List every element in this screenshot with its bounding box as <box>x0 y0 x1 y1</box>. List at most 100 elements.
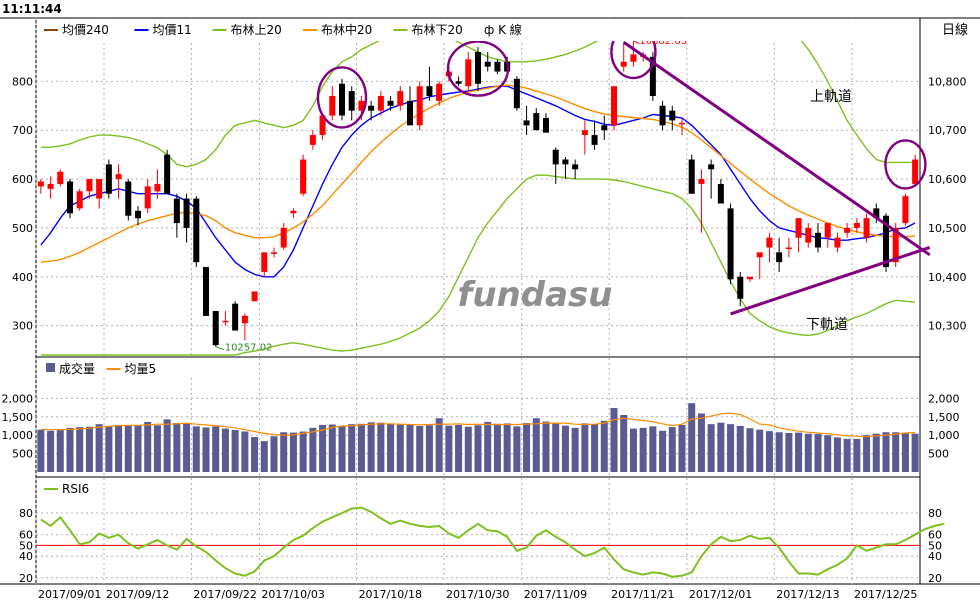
volume-bar <box>221 428 229 472</box>
volume-bar <box>756 429 764 472</box>
candle-body <box>659 105 666 126</box>
candle-body <box>290 210 297 214</box>
candle-body <box>484 61 491 67</box>
volume-bar <box>76 427 84 472</box>
candle-body <box>776 252 783 263</box>
candle-body <box>436 83 443 101</box>
volume-bar <box>746 428 754 472</box>
candle-body <box>727 208 734 280</box>
volume-bar <box>853 438 861 472</box>
candle-body <box>134 210 142 219</box>
candle-body <box>902 196 909 224</box>
y-tick-label-left: 1,500 <box>2 411 34 424</box>
x-tick-label: 2017/09/22 <box>193 588 256 601</box>
candle-body <box>222 320 229 323</box>
volume-bar <box>445 425 453 472</box>
candle-body <box>863 218 870 238</box>
volume-bar <box>717 422 725 472</box>
volume-bar <box>173 423 181 472</box>
volume-bar <box>795 432 803 472</box>
candle-body <box>465 59 472 87</box>
candle-body <box>785 247 792 249</box>
candle-body <box>844 227 851 233</box>
volume-bar <box>367 422 375 472</box>
candle-body <box>678 122 686 125</box>
candle-body <box>601 125 608 131</box>
volume-bar <box>697 413 705 472</box>
candle-body <box>717 183 724 204</box>
y-tick-label-right: 500 <box>928 448 949 461</box>
volume-bar <box>542 421 550 472</box>
y-tick-label-left: 40 <box>19 550 33 563</box>
resistance-trendline <box>622 40 931 257</box>
candle-body <box>912 159 919 184</box>
candle-body <box>708 164 715 170</box>
volume-bar <box>416 426 424 472</box>
candle-body <box>455 81 462 84</box>
volume-bar <box>202 427 210 472</box>
price-plot-area <box>37 29 919 356</box>
candle-body <box>406 100 414 126</box>
candle-body <box>766 237 773 248</box>
volume-bar <box>425 425 433 472</box>
price-legend-label: 布林中20 <box>321 22 372 37</box>
y-tick-label-right: 80 <box>928 507 942 520</box>
y-tick-label-left: 500 <box>12 448 33 461</box>
candle-body <box>358 100 365 111</box>
x-tick-label: 2017/09/01 <box>38 588 101 601</box>
candle-body <box>746 276 754 280</box>
y-tick-label-left: 700 <box>12 124 33 137</box>
support-trendline <box>730 246 931 316</box>
candle-body <box>397 91 404 106</box>
low-marker <box>215 346 224 351</box>
rsi-legend-label: RSI6 <box>62 482 89 496</box>
lower-track-label: 下軌道 <box>806 317 848 333</box>
candle-body <box>873 208 880 219</box>
volume-bar <box>47 430 55 472</box>
volume-bar <box>124 425 132 472</box>
y-tick-label-right: 40 <box>928 550 942 563</box>
highlight-circle <box>446 40 510 97</box>
candle-body <box>261 252 268 272</box>
volume-bar <box>396 424 404 472</box>
volume-bar <box>649 426 657 472</box>
candle-body <box>853 223 860 228</box>
volume-bar <box>911 433 919 472</box>
x-tick-label: 2017/11/21 <box>611 588 674 601</box>
volume-bar <box>824 435 832 472</box>
watermark: fundasu <box>458 275 613 315</box>
period-label[interactable]: 日線 <box>942 22 968 38</box>
volume-bar <box>183 423 191 472</box>
volume-bar <box>804 433 812 472</box>
volume-bar <box>727 424 735 472</box>
volume-bar <box>707 424 715 472</box>
candle-body <box>630 54 637 62</box>
volume-bar <box>212 426 220 472</box>
volume-bar <box>319 424 327 472</box>
boll-lower-line <box>40 174 916 356</box>
volume-legend-bg <box>37 358 237 378</box>
volume-bar <box>435 418 443 472</box>
candle-body <box>416 86 423 126</box>
candle-body <box>319 115 326 136</box>
y-tick-label-right: 10,800 <box>928 75 967 88</box>
volume-bar <box>668 427 676 472</box>
x-tick-label: 2017/09/12 <box>106 588 169 601</box>
candle-body <box>57 171 64 184</box>
candle-body <box>562 159 569 165</box>
candle-body <box>144 186 151 209</box>
volume-bar <box>387 423 395 472</box>
candle-body <box>591 135 598 145</box>
candle-body <box>513 78 520 109</box>
rsi-line <box>40 506 945 578</box>
volume-bar <box>571 427 579 472</box>
volume-bar <box>688 403 696 472</box>
volume-plot-area <box>37 403 919 472</box>
volume-bar <box>153 425 161 472</box>
volume-legend-label: 均量5 <box>125 362 157 376</box>
volume-bar <box>901 432 909 472</box>
candle-body <box>698 179 705 184</box>
y-tick-label-right: 10,400 <box>928 271 967 284</box>
